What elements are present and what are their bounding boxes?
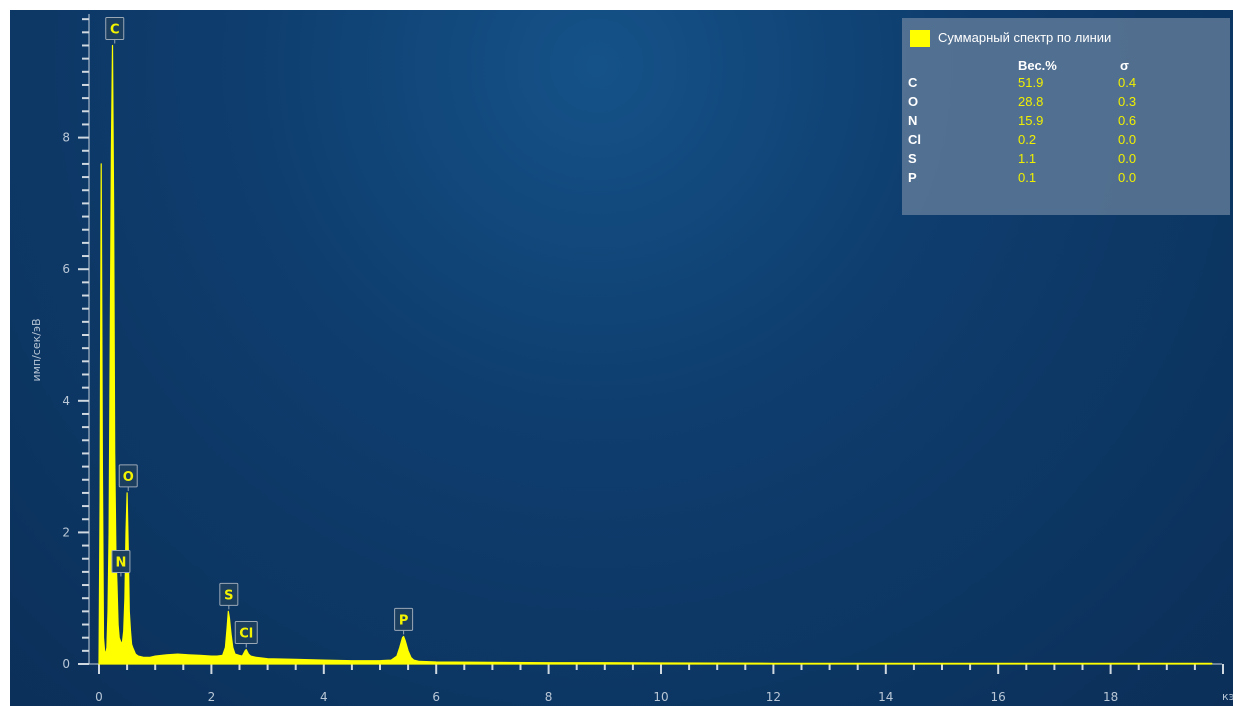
legend-panel: Суммарный спектр по линии Вес.% σ C 51.9 0… — [902, 18, 1230, 215]
x-tick-label: 10 — [653, 690, 668, 704]
x-tick-label: 12 — [766, 690, 781, 704]
peak-text: P — [399, 613, 409, 628]
legend-row: N 15.9 0.6 — [902, 113, 1230, 129]
y-axis-title: имп/сек/эВ — [30, 318, 43, 381]
peak-text: Cl — [239, 627, 253, 642]
legend-sigma-value: 0.0 — [1118, 132, 1137, 147]
legend-sigma-value: 0.3 — [1118, 94, 1137, 109]
peak-text: C — [110, 22, 120, 37]
x-tick-label: 2 — [208, 690, 216, 704]
legend-header-sigma: σ — [1120, 58, 1129, 73]
legend-element: P — [908, 170, 917, 185]
legend-wt-value: 0.1 — [1018, 170, 1037, 185]
legend-swatch — [910, 30, 930, 47]
legend-header-wt: Вес.% — [1018, 58, 1057, 73]
peak-label-cl: Cl — [234, 621, 258, 648]
legend-wt-value: 1.1 — [1018, 151, 1037, 166]
peak-label-n: N — [111, 549, 131, 577]
legend-element: S — [908, 151, 917, 166]
legend-element: O — [908, 94, 919, 109]
legend-sigma-value: 0.0 — [1118, 170, 1137, 185]
spectrum-series — [98, 44, 1213, 665]
peak-label-p: P — [394, 607, 414, 635]
peak-labels: C O N S Cl P — [105, 16, 414, 648]
legend-sigma-value: 0.0 — [1118, 151, 1137, 166]
y-tick-label: 2 — [62, 525, 70, 539]
x-tick-label: 8 — [545, 690, 553, 704]
x-tick-label: 16 — [991, 690, 1006, 704]
peak-label-c: C — [105, 16, 125, 44]
legend-title: Суммарный спектр по линии — [938, 30, 1112, 45]
peak-label-s: S — [219, 582, 239, 610]
legend-sigma-value: 0.6 — [1118, 113, 1137, 128]
y-tick-label: 6 — [62, 262, 70, 276]
x-tick-label: 14 — [878, 690, 893, 704]
x-tick-label: 0 — [95, 690, 103, 704]
legend-row: O 28.8 0.3 — [902, 94, 1230, 110]
x-tick-label: 6 — [432, 690, 440, 704]
legend-wt-value: 15.9 — [1018, 113, 1044, 128]
x-tick-label: 4 — [320, 690, 328, 704]
legend-element: N — [908, 113, 918, 128]
legend-sigma-value: 0.4 — [1118, 75, 1137, 90]
peak-text: S — [224, 588, 233, 603]
legend-row: C 51.9 0.4 — [902, 75, 1230, 91]
x-axis-title: кэВ — [1222, 690, 1233, 703]
legend-row: S 1.1 0.0 — [902, 151, 1230, 167]
peak-label-o: O — [118, 464, 138, 491]
peak-text: N — [115, 555, 126, 570]
legend-element: C — [908, 75, 918, 90]
y-tick-label: 0 — [62, 657, 70, 671]
legend-row: Cl 0.2 0.0 — [902, 132, 1230, 148]
peak-text: O — [123, 470, 134, 485]
legend-element: Cl — [908, 132, 921, 147]
y-tick-label: 4 — [62, 394, 70, 408]
legend-row: P 0.1 0.0 — [902, 170, 1230, 186]
y-tick-label: 8 — [62, 131, 70, 145]
series-layer — [98, 44, 1213, 665]
legend-wt-value: 28.8 — [1018, 94, 1044, 109]
x-tick-label: 18 — [1103, 690, 1118, 704]
legend-wt-value: 51.9 — [1018, 75, 1044, 90]
legend-wt-value: 0.2 — [1018, 132, 1037, 147]
